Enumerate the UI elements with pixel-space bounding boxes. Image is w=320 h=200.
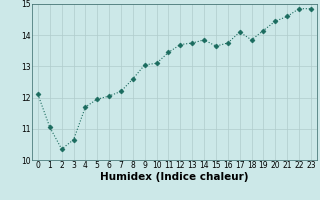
X-axis label: Humidex (Indice chaleur): Humidex (Indice chaleur) [100, 172, 249, 182]
